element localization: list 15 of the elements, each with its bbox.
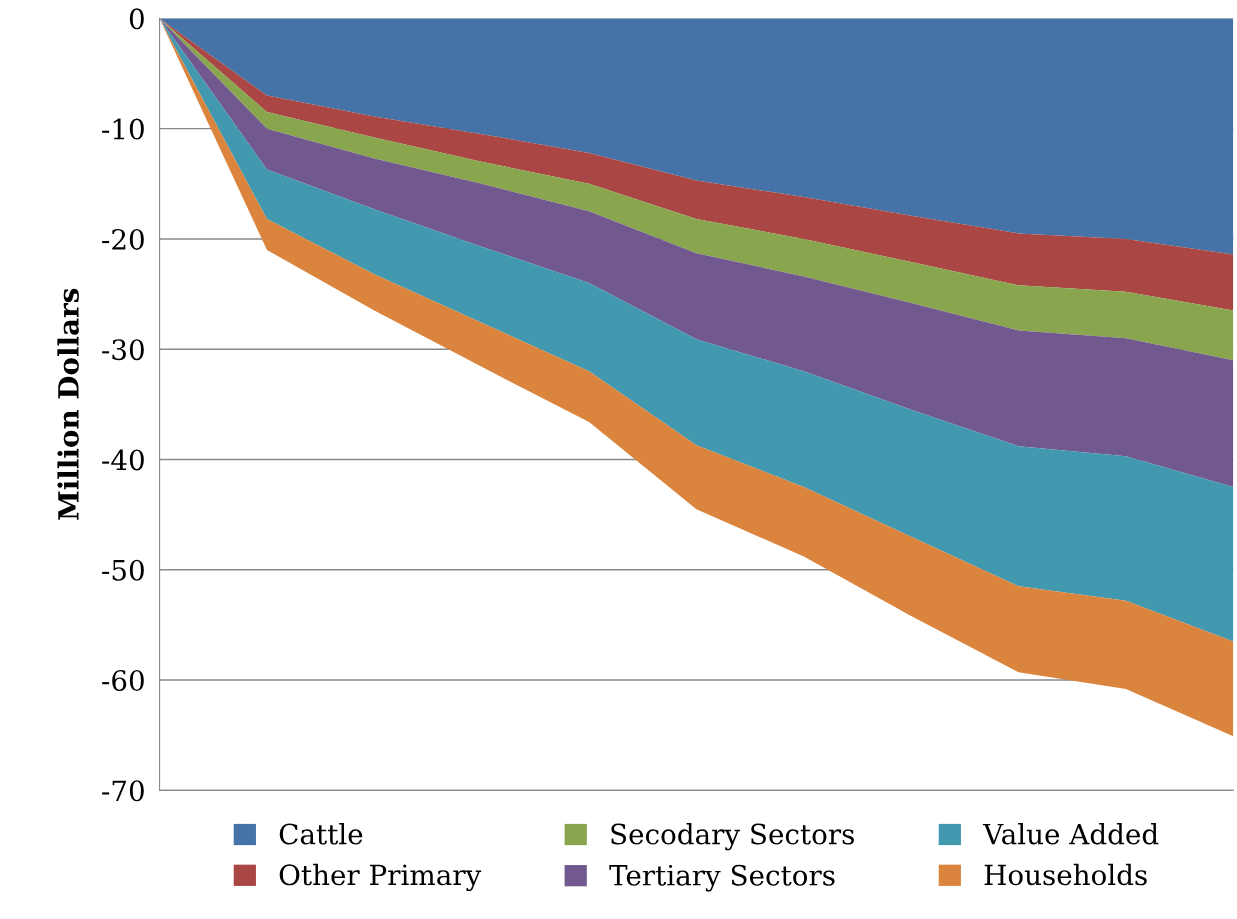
y-tick-label: -70 [102,780,144,802]
y-tick-label: -30 [102,339,144,361]
legend-label: Tertiary Sectors [609,864,835,892]
legend-label: Secodary Sectors [611,823,854,851]
legend-label: Other Primary [279,863,482,892]
legend-label: Households [984,863,1147,886]
y-tick-label: -60 [102,670,144,692]
legend-label: Value Added [982,823,1159,845]
y-tick-label: -20 [102,228,144,250]
y-tick-label: -10 [102,118,144,140]
y-axis-title: Million Dollars [57,288,79,520]
y-tick-label: 0 [129,8,144,30]
y-tick-label: -40 [102,449,144,471]
legend-label: Cattle [279,823,363,845]
y-tick-label: -50 [102,559,144,581]
